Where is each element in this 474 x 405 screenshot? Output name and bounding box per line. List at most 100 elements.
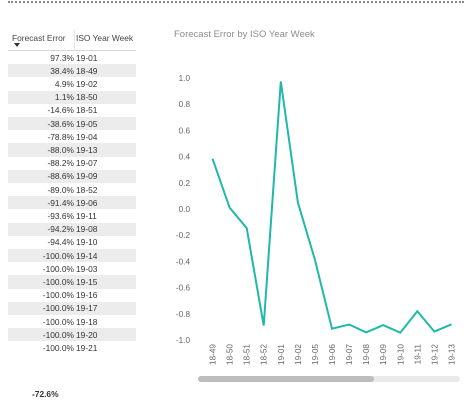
sort-descending-icon[interactable]	[14, 43, 20, 47]
data-point[interactable]	[346, 322, 352, 328]
cell-iso-year-week: 19-01	[76, 52, 98, 63]
data-point[interactable]	[363, 329, 369, 335]
cell-forecast-error: -100.0%	[42, 250, 74, 261]
cell-forecast-error: 97.3%	[50, 52, 74, 63]
y-tick-label: -1.0	[176, 336, 191, 345]
table-row[interactable]: -78.8% 19-04	[8, 130, 136, 143]
cell-forecast-error: -100.0%	[42, 329, 74, 340]
cell-forecast-error: -88.6%	[47, 171, 74, 182]
table-row[interactable]: -88.6% 19-09	[8, 169, 136, 183]
cell-iso-year-week: 19-11	[76, 210, 97, 221]
cell-forecast-error: -100.0%	[42, 303, 74, 314]
table-row[interactable]: 1.1% 18-50	[8, 90, 136, 104]
table-row[interactable]: -100.0% 19-21	[8, 341, 136, 354]
table-row[interactable]: -93.6% 19-11	[8, 209, 136, 222]
x-tick-label: 18-52	[260, 344, 269, 365]
y-tick-label: 0.4	[179, 153, 191, 162]
cell-iso-year-week: 19-04	[76, 131, 98, 142]
table-row[interactable]: -100.0% 19-20	[8, 328, 136, 342]
table-row[interactable]: -91.4% 19-06	[8, 196, 136, 210]
cell-iso-year-week: 19-02	[76, 78, 98, 89]
data-point[interactable]	[312, 257, 318, 263]
table-row[interactable]: -100.0% 19-16	[8, 289, 136, 302]
table-row[interactable]: -38.6% 19-05	[8, 117, 136, 131]
cell-forecast-error: -88.0%	[47, 144, 74, 155]
cell-iso-year-week: 18-50	[76, 92, 98, 103]
table-row[interactable]: -100.0% 19-03	[8, 262, 136, 275]
table-row[interactable]: -100.0% 19-18	[8, 315, 136, 328]
cell-forecast-error: 38.4%	[50, 65, 74, 76]
cell-forecast-error: 4.9%	[54, 78, 74, 89]
table-row[interactable]: -100.0% 19-17	[8, 301, 136, 315]
data-point[interactable]	[380, 322, 386, 328]
scrollbar-thumb[interactable]	[198, 376, 374, 382]
cell-forecast-error: -89.0%	[47, 184, 74, 195]
y-tick-label: -0.4	[176, 257, 191, 266]
chart-canvas: 1.0 0.8 0.6 0.4 0.2 0.0 -0.2 -0.4 -0.6 -0.8 -1.0 18…	[176, 74, 457, 365]
data-point[interactable]	[244, 225, 250, 231]
table-row[interactable]: -100.0% 19-15	[8, 275, 136, 289]
data-point[interactable]	[448, 321, 454, 327]
series-line-forecast-error[interactable]	[211, 81, 452, 334]
cell-forecast-error: -91.4%	[47, 197, 74, 208]
x-tick-label: 18-49	[209, 344, 218, 365]
cell-iso-year-week: 18-52	[76, 184, 98, 195]
cell-forecast-error: -100.0%	[42, 276, 74, 287]
data-point[interactable]	[295, 200, 301, 206]
column-header-iso-year-week[interactable]: ISO Year Week	[76, 33, 134, 43]
cell-forecast-error: 1.1%	[54, 92, 74, 103]
cell-iso-year-week: 19-14	[76, 250, 98, 261]
y-tick-label: -0.8	[176, 310, 191, 319]
data-point[interactable]	[261, 323, 267, 329]
cell-iso-year-week: 19-17	[76, 303, 98, 314]
x-tick-label: 19-13	[447, 344, 456, 365]
chart-horizontal-scrollbar[interactable]	[198, 376, 460, 382]
cell-iso-year-week: 19-15	[76, 276, 98, 287]
table-row[interactable]: -14.6% 18-51	[8, 104, 136, 117]
table-row[interactable]: -88.0% 19-13	[8, 143, 136, 157]
data-point[interactable]	[431, 329, 437, 335]
table-row[interactable]: 38.4% 18-49	[8, 64, 136, 78]
data-point[interactable]	[278, 79, 284, 85]
cell-forecast-error: -38.6%	[47, 118, 74, 129]
table-row[interactable]: -89.0% 18-52	[8, 183, 136, 196]
table-row[interactable]: -88.2% 19-07	[8, 157, 136, 170]
total-forecast-error: -72.6%	[32, 389, 59, 399]
y-tick-label: 0.6	[179, 126, 191, 135]
data-point[interactable]	[227, 205, 233, 211]
x-tick-label: 19-05	[311, 344, 320, 365]
table-row[interactable]: 4.9% 19-02	[8, 77, 136, 90]
column-header-forecast-error[interactable]: Forecast Error	[12, 33, 66, 43]
cell-forecast-error: -100.0%	[42, 290, 74, 301]
data-point[interactable]	[329, 326, 335, 332]
forecast-error-line-chart[interactable]: 1.0 0.8 0.6 0.4 0.2 0.0 -0.2 -0.4 -0.6 -0.8 -1.0 18…	[168, 28, 468, 402]
table-row[interactable]: -100.0% 19-14	[8, 249, 136, 263]
x-tick-label: 19-11	[413, 344, 422, 365]
cell-forecast-error: -88.2%	[47, 158, 74, 169]
cell-iso-year-week: 18-51	[76, 105, 98, 116]
data-point[interactable]	[210, 156, 216, 162]
table-total-row: -72.6%	[8, 387, 136, 401]
cell-iso-year-week: 19-03	[76, 263, 98, 274]
cell-iso-year-week: 19-18	[76, 316, 98, 327]
cell-forecast-error: -94.4%	[47, 237, 74, 248]
cell-iso-year-week: 19-10	[76, 237, 98, 248]
table-row[interactable]: -94.2% 19-08	[8, 222, 136, 236]
column-divider[interactable]	[74, 30, 75, 50]
x-tick-label: 19-09	[379, 344, 388, 365]
cell-iso-year-week: 19-06	[76, 197, 98, 208]
cell-forecast-error: -100.0%	[42, 342, 74, 353]
forecast-error-table[interactable]: Forecast Error ISO Year Week 97.3% 19-01 3…	[8, 30, 136, 402]
x-tick-label: 19-01	[277, 344, 286, 365]
table-row[interactable]: -94.4% 19-10	[8, 236, 136, 249]
table-header: Forecast Error ISO Year Week	[8, 30, 136, 51]
data-point[interactable]	[414, 308, 420, 314]
table-row[interactable]: 97.3% 19-01	[8, 51, 136, 64]
x-tick-label: 19-06	[328, 344, 337, 365]
cell-forecast-error: -14.6%	[47, 105, 74, 116]
cell-iso-year-week: 19-13	[76, 144, 98, 155]
cell-iso-year-week: 19-16	[76, 290, 98, 301]
cell-forecast-error: -100.0%	[42, 316, 74, 327]
data-point[interactable]	[397, 330, 403, 336]
y-tick-label: 1.0	[179, 74, 191, 83]
